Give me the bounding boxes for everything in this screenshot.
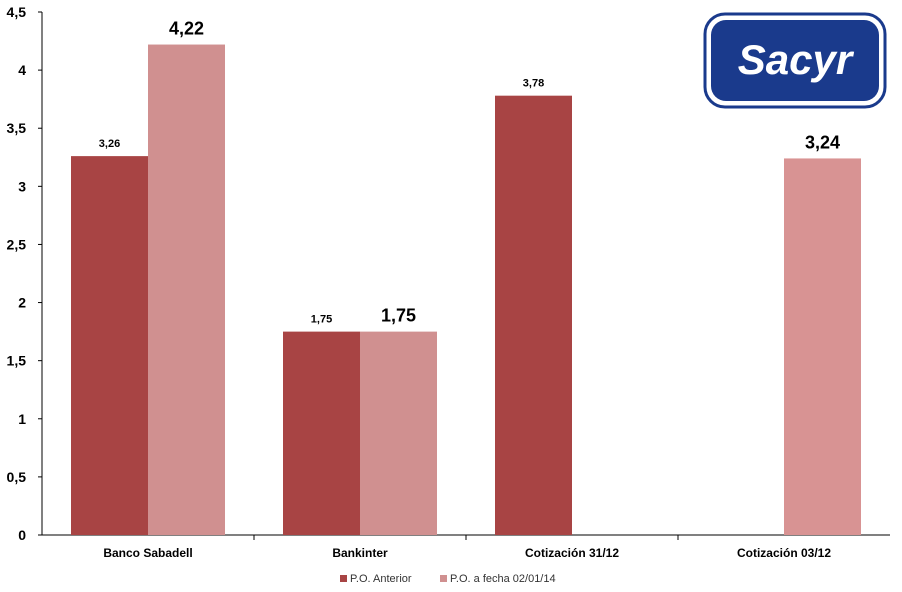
bar-po-fecha [784,158,861,535]
legend-label: P.O. a fecha 02/01/14 [450,573,556,585]
sacyr-logo: Sacyr [703,12,887,109]
chart-legend: P.O. Anterior P.O. a fecha 02/01/14 [340,573,556,585]
x-tick-label: Cotización 31/12 [525,546,619,560]
legend-swatch [440,575,447,582]
x-tick-label: Bankinter [332,546,388,560]
y-tick-label: 4 [18,62,26,78]
y-tick-label: 2 [18,295,26,311]
y-tick-label: 0,5 [7,469,27,485]
bar-po-anterior [283,331,360,535]
data-label: 1,75 [311,314,332,326]
chart-bars [71,44,861,536]
data-label: 4,22 [169,19,204,39]
y-tick-label: 0 [18,527,26,543]
bar-po-fecha [148,44,225,535]
chart-data-labels: 3,26 4,22 1,75 1,75 3,78 3,24 [99,19,840,326]
y-tick-label: 4,5 [7,4,27,20]
bar-po-fecha [360,331,437,535]
data-label: 3,24 [805,132,840,152]
bar-po-anterior [71,156,148,536]
data-label: 3,26 [99,138,120,150]
bar-po-anterior [495,95,572,536]
chart-axes: 0 0,5 1 1,5 2 2,5 3 3,5 4 4,5 Banco Sabadell Bankin… [7,4,890,560]
logo-text: Sacyr [738,36,855,83]
logo-background [711,20,879,101]
y-tick-label: 2,5 [7,236,27,252]
y-tick-label: 3 [18,178,26,194]
y-tick-label: 3,5 [7,120,27,136]
y-tick-label: 1 [18,411,26,427]
data-label: 3,78 [523,78,544,90]
y-tick-label: 1,5 [7,353,27,369]
data-label: 1,75 [381,306,416,326]
x-tick-label: Banco Sabadell [103,546,192,560]
x-tick-label: Cotización 03/12 [737,546,831,560]
legend-label: P.O. Anterior [350,573,412,585]
legend-swatch [340,575,347,582]
